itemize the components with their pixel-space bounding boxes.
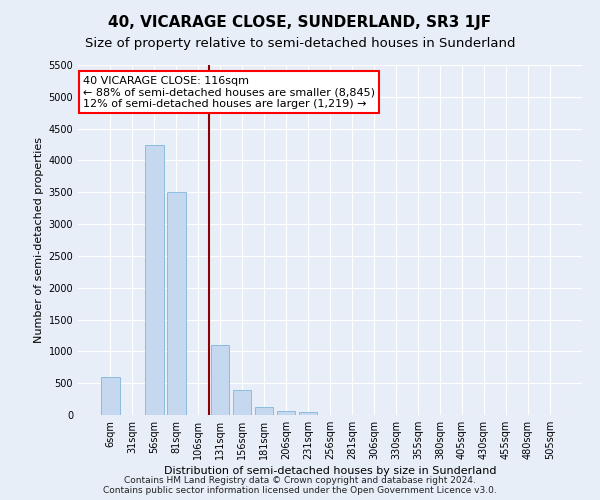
X-axis label: Distribution of semi-detached houses by size in Sunderland: Distribution of semi-detached houses by … (164, 466, 496, 476)
Text: Contains HM Land Registry data © Crown copyright and database right 2024.
Contai: Contains HM Land Registry data © Crown c… (103, 476, 497, 495)
Bar (233, 390, 251, 415)
Bar (211, 345, 229, 415)
Text: 40, VICARAGE CLOSE, SUNDERLAND, SR3 1JF: 40, VICARAGE CLOSE, SUNDERLAND, SR3 1JF (109, 15, 491, 30)
Bar (101, 377, 119, 415)
Text: Size of property relative to semi-detached houses in Sunderland: Size of property relative to semi-detach… (85, 38, 515, 51)
Bar (299, 412, 317, 415)
Y-axis label: Number of semi-detached properties: Number of semi-detached properties (34, 137, 44, 343)
Bar (255, 406, 274, 415)
Bar (167, 192, 185, 415)
Text: 40 VICARAGE CLOSE: 116sqm
← 88% of semi-detached houses are smaller (8,845)
12% : 40 VICARAGE CLOSE: 116sqm ← 88% of semi-… (83, 76, 375, 108)
Bar (277, 410, 295, 415)
Bar (145, 144, 164, 415)
